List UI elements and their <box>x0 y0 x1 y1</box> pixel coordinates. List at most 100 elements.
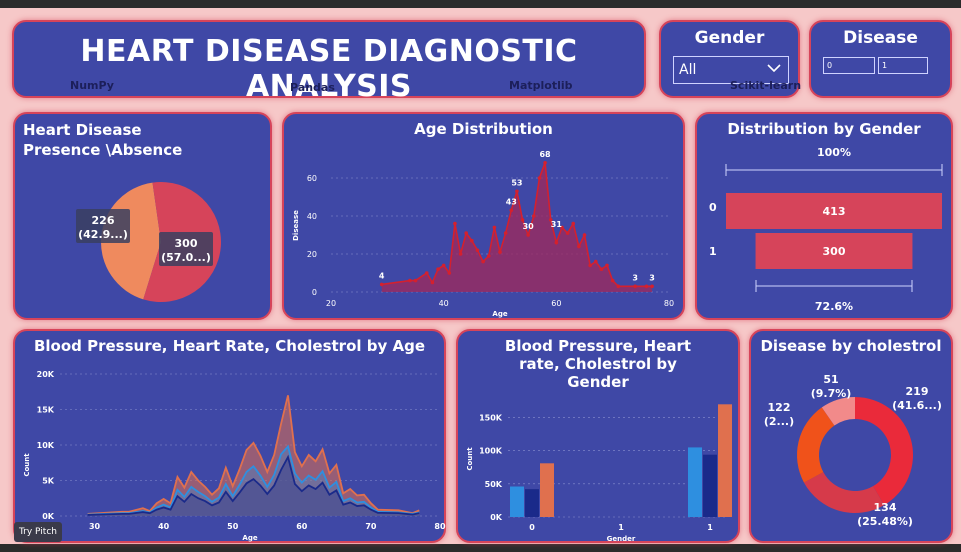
data-label: 4 <box>379 271 385 280</box>
bar <box>718 404 732 517</box>
data-point <box>543 161 547 165</box>
data-point <box>498 250 502 254</box>
bar <box>688 447 702 517</box>
data-label: 68 <box>539 150 551 159</box>
funnel-category: 0 <box>709 201 717 214</box>
library-pandas: Pandas <box>290 81 335 94</box>
data-point <box>430 280 435 285</box>
data-point <box>486 254 491 258</box>
x-axis-label: Age <box>242 534 257 542</box>
data-point <box>548 218 553 222</box>
cholestrol-donut-chart: 219(41.6...) 134(25.48%) 122(2...) 51(9.7%) <box>764 373 942 528</box>
x-tick-label: 40 <box>158 522 170 531</box>
title-panel: HEART DISEASE DIAGNOSTIC ANALYSIS NumPy … <box>12 20 646 104</box>
presence-title: Heart Disease Presence \Absence <box>23 121 183 159</box>
series-area <box>87 395 420 516</box>
x-tick-label: 40 <box>439 299 449 308</box>
data-label: 53 <box>511 178 522 187</box>
data-point <box>470 238 474 243</box>
data-point <box>481 259 485 264</box>
data-label: 3 <box>632 273 638 282</box>
disease-from-input[interactable]: 0 <box>823 57 875 74</box>
page-title: HEART DISEASE DIAGNOSTIC ANALYSIS <box>80 34 578 104</box>
y-tick-label: 20K <box>37 370 55 379</box>
y-tick-label: 0K <box>42 512 55 521</box>
funnel-bottom-percent: 72.6% <box>815 300 853 313</box>
data-point <box>515 189 519 194</box>
y-tick-label: 10K <box>37 441 55 450</box>
library-matplotlib: Matplotlib <box>509 79 573 92</box>
data-point <box>633 284 637 289</box>
donut-slice <box>821 397 855 426</box>
data-label: 31 <box>551 220 563 229</box>
x-tick-label: 30 <box>89 522 101 531</box>
x-tick-label: 0 <box>529 523 535 532</box>
bar <box>525 489 539 517</box>
data-point <box>610 278 615 283</box>
series-line <box>87 444 420 516</box>
donut-slice <box>803 472 885 513</box>
data-point <box>424 271 429 275</box>
series-area <box>87 446 420 516</box>
dashboard-canvas: HEART DISEASE DIAGNOSTIC ANALYSIS NumPy … <box>0 8 961 544</box>
data-point <box>565 231 570 235</box>
x-axis-label: Gender <box>607 535 636 543</box>
pie-label-percent: (42.9...) <box>78 228 128 241</box>
disease-slicer: Disease 0 1 <box>809 20 952 98</box>
age-area-chart: 0 20 40 60 20 40 60 80 Age Disease 4 43 53 68 30 31 3 3 <box>292 150 674 318</box>
data-point <box>520 218 525 222</box>
data-point <box>537 176 542 180</box>
x-tick-label: 60 <box>296 522 308 531</box>
data-point <box>526 233 530 237</box>
donut-label-percent: (2...) <box>764 415 794 428</box>
funnel-bar-label: 413 <box>823 205 846 218</box>
data-point <box>532 214 536 218</box>
y-axis-label: Count <box>466 447 474 471</box>
data-label: 30 <box>523 222 535 231</box>
donut-label-percent: (9.7%) <box>811 387 852 400</box>
funnel-bar <box>755 233 913 269</box>
donut-label-value: 122 <box>768 401 791 414</box>
data-label: 3 <box>649 273 655 282</box>
y-tick-label: 100K <box>479 447 503 456</box>
cholestrol-title: Disease by cholestrol <box>760 337 942 355</box>
donut-label-value: 51 <box>823 373 838 386</box>
data-point <box>413 278 418 283</box>
y-axis-label: Disease <box>292 210 300 241</box>
library-numpy: NumPy <box>70 79 114 92</box>
series-line <box>87 454 420 516</box>
donut-slice <box>797 407 835 483</box>
y-tick-label: 0K <box>490 513 503 522</box>
data-point <box>408 278 412 283</box>
y-tick-label: 40 <box>307 212 317 221</box>
disease-to-input[interactable]: 1 <box>878 57 928 74</box>
gender-dropdown[interactable]: All <box>673 56 789 84</box>
x-tick-label: 1 <box>618 523 624 532</box>
y-tick-label: 60 <box>307 174 317 183</box>
bp-age-title: Blood Pressure, Heart Rate, Cholestrol b… <box>33 337 426 355</box>
y-tick-label: 150K <box>479 414 503 423</box>
funnel-bar <box>726 193 942 229</box>
data-point <box>644 284 649 289</box>
series-area <box>87 457 420 516</box>
try-pitch-button[interactable]: Try Pitch <box>14 522 62 542</box>
bar <box>703 454 717 517</box>
y-tick-label: 15K <box>37 406 55 415</box>
data-point <box>588 263 592 268</box>
donut-label-value: 134 <box>874 501 897 514</box>
donut-label-percent: (41.6...) <box>892 399 942 412</box>
cholestrol-panel: Disease by cholestrol 219 (41.6...) 134 (25… <box>749 329 953 543</box>
library-scikit-learn: Scikit-learn <box>730 79 802 92</box>
disease-to-value: 1 <box>882 61 888 70</box>
donut-label-percent: (25.48%) <box>857 515 913 528</box>
data-point <box>577 244 581 249</box>
disease-from-value: 0 <box>827 61 833 70</box>
x-tick-label: 60 <box>551 299 561 308</box>
y-tick-label: 5K <box>42 477 55 486</box>
gender-slicer-title: Gender <box>694 28 765 48</box>
gender-slicer: Gender All <box>659 20 800 98</box>
x-tick-label: 70 <box>365 522 377 531</box>
x-tick-label: 50 <box>227 522 239 531</box>
data-point <box>492 225 497 230</box>
data-point <box>453 221 457 226</box>
